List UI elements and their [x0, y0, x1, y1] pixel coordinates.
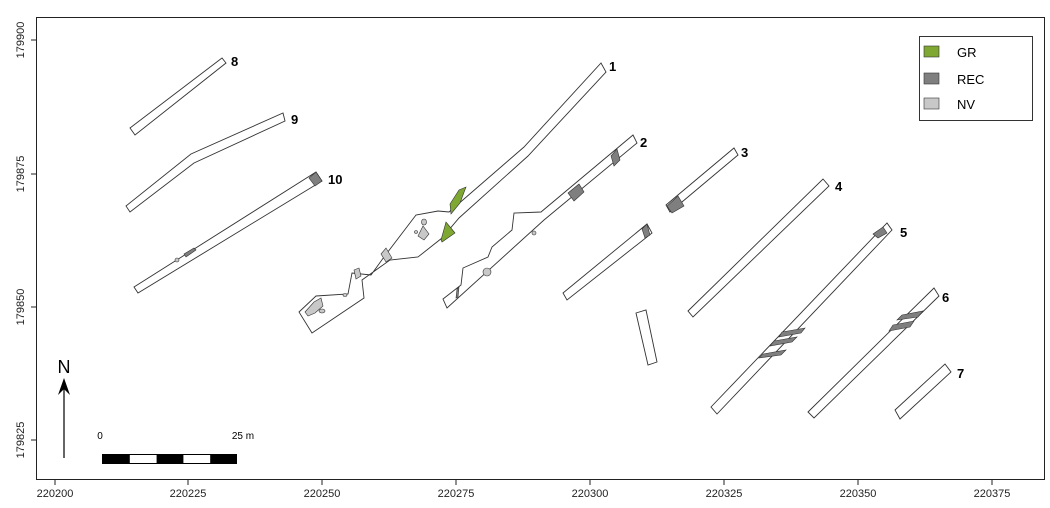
gr-features: [440, 186, 467, 243]
north-label: N: [58, 357, 71, 377]
trench-label-3: 3: [741, 145, 748, 160]
trench-10: [133, 171, 323, 294]
x-tick-label: 220300: [572, 488, 609, 500]
scale-bar-end-label: 25 m: [232, 431, 254, 442]
trench-8: [129, 57, 227, 136]
trench-9: [125, 112, 286, 213]
trench-label-6: 6: [942, 290, 949, 305]
y-axis-ticks: [31, 39, 36, 441]
trench-label-4: 4: [835, 179, 843, 194]
x-axis-tick-labels: 220200 220225 220250 220275 220300 22032…: [37, 488, 1011, 500]
nv-features: [174, 218, 537, 317]
legend-item-nv: NV: [923, 97, 975, 112]
trench-label-7: 7: [957, 366, 964, 381]
x-tick-label: 220325: [706, 488, 743, 500]
scale-bar-start-label: 0: [97, 431, 103, 442]
y-tick-label: 179850: [15, 289, 27, 326]
x-tick-label: 220275: [438, 488, 475, 500]
x-tick-label: 220225: [170, 488, 207, 500]
legend-item-rec: REC: [923, 72, 984, 87]
legend-label-nv: NV: [957, 97, 975, 112]
trench-5: [710, 222, 893, 415]
trench-2: [442, 134, 638, 309]
rec-features: [183, 148, 924, 359]
trench-3: [665, 147, 739, 213]
legend-item-gr: GR: [923, 45, 977, 60]
x-tick-label: 220375: [974, 488, 1011, 500]
y-tick-label: 179875: [15, 156, 27, 193]
legend: GR REC NV: [919, 36, 1033, 121]
trench-unlabeled-a: [562, 223, 653, 301]
scale-bar: 0 25 m: [97, 431, 254, 464]
trench-4: [687, 178, 830, 318]
legend-swatch-gr: [923, 45, 940, 58]
trench-label-1: 1: [609, 59, 616, 74]
x-tick-label: 220200: [37, 488, 74, 500]
trench-label-8: 8: [231, 54, 238, 69]
trench-labels: 1 2 3 4 5 6 7 8 9 10: [231, 54, 964, 381]
legend-label-rec: REC: [957, 72, 984, 87]
trenches: [125, 57, 952, 420]
north-arrow-icon: N: [58, 357, 71, 458]
x-tick-label: 220250: [304, 488, 341, 500]
trench-label-2: 2: [640, 135, 647, 150]
trench-unlabeled-b: [635, 309, 658, 366]
legend-label-gr: GR: [957, 45, 977, 60]
x-tick-label: 220350: [840, 488, 877, 500]
y-axis-tick-labels: 179900 179875 179850 179825: [15, 22, 27, 459]
legend-swatch-rec: [923, 72, 940, 85]
map-frame: [36, 17, 1045, 480]
trench-label-5: 5: [900, 225, 907, 240]
x-axis-ticks: [54, 480, 993, 485]
trench-label-9: 9: [291, 112, 298, 127]
trench-7: [894, 363, 952, 420]
y-tick-label: 179825: [15, 422, 27, 459]
trench-label-10: 10: [328, 172, 342, 187]
legend-swatch-nv: [923, 97, 940, 110]
y-tick-label: 179900: [15, 22, 27, 59]
